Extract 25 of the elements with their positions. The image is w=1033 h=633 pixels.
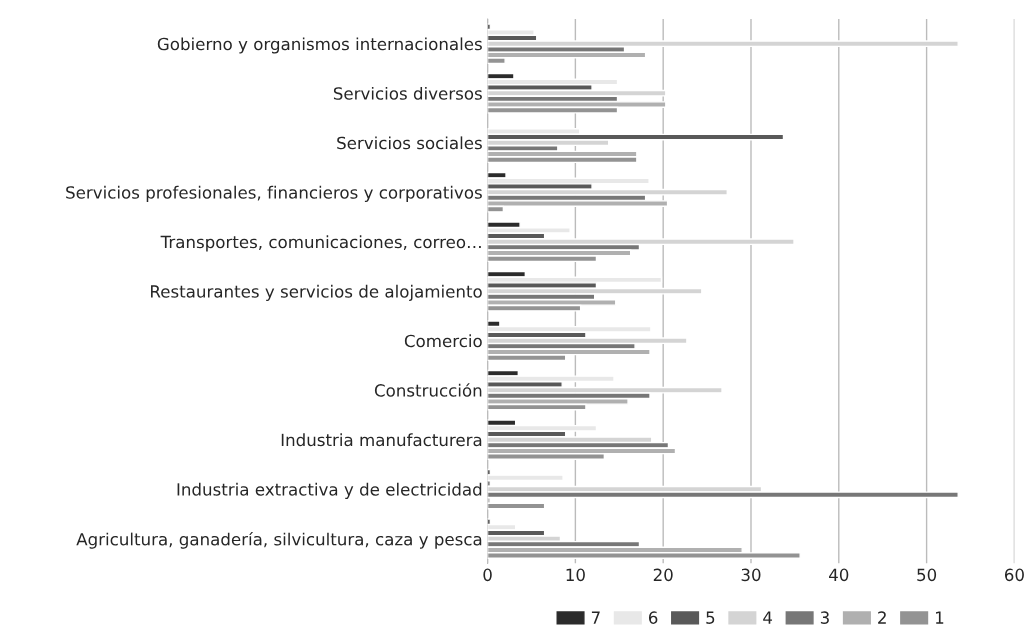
y-tick-label: Transportes, comunicaciones, correo…: [160, 235, 481, 252]
legend-label: 5: [706, 611, 715, 624]
x-tick-label: 20: [653, 568, 673, 582]
y-tick-label: Construcción: [374, 383, 482, 397]
legend-label: 3: [820, 611, 829, 624]
y-tick-label: Industria extractiva y de electricidad: [177, 482, 482, 499]
x-tick-label: 50: [917, 568, 937, 582]
y-tick-label: Restaurantes y servicios de alojamiento: [151, 284, 482, 301]
x-tick-label: 10: [566, 568, 585, 582]
y-tick-label: Agricultura, ganadería, silvicultura, caza y pesca: [76, 531, 482, 549]
x-tick-label: 0: [483, 568, 492, 582]
legend-label: 7: [591, 611, 600, 624]
legend-label: 4: [763, 611, 773, 624]
y-tick-label: Industria manufacturera: [281, 433, 482, 447]
y-tick-label: Servicios profesionales, financieros y corporativos: [66, 185, 482, 202]
x-tick-label: 40: [829, 568, 849, 582]
x-tick-label: 30: [741, 568, 761, 582]
legend-label: 2: [878, 611, 886, 624]
y-tick-label: Servicios diversos: [333, 86, 482, 100]
legend-label: 6: [648, 611, 658, 624]
y-tick-label: Comercio: [404, 334, 482, 348]
legend-label: 1: [936, 611, 944, 624]
y-tick-label: Servicios sociales: [337, 136, 482, 150]
x-tick-label: 60: [1004, 568, 1024, 582]
y-tick-label: Gobierno y organismos internacionales: [157, 37, 482, 54]
